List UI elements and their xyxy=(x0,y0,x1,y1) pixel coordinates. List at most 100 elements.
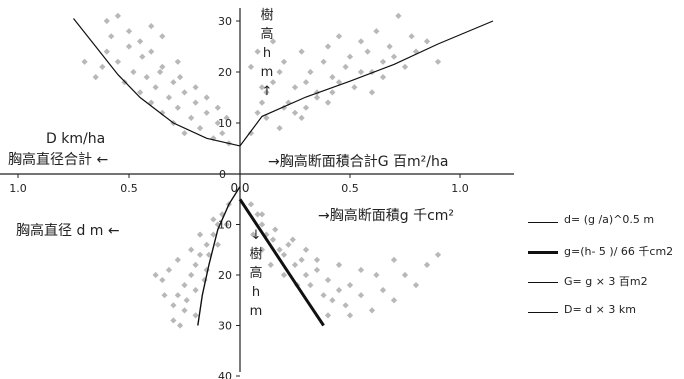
ylabel-upper-char: ↑ xyxy=(261,84,273,99)
upper-left-data-point xyxy=(219,130,226,137)
ylabel-lower-char: 高 xyxy=(249,266,263,281)
upper-right-data-point xyxy=(291,109,299,116)
legend-item: D= d × 3 km xyxy=(524,298,684,328)
ylabel-upper-char: 高 xyxy=(260,27,274,42)
xlabel-lower-right: →胸高断面積g 千cm² xyxy=(318,208,455,224)
upper-right-data-point xyxy=(379,58,387,65)
upper-right-data-point xyxy=(373,28,380,35)
lower-left-data-point xyxy=(174,292,181,299)
upper-right-data-point xyxy=(302,104,310,111)
origin-zero-label: 0 xyxy=(219,168,226,181)
legend: d= (g /a)^0.5 m g=(h- 5 )/ 66 千cm2 G= g … xyxy=(524,208,684,328)
upper-left-data-point xyxy=(148,22,155,30)
upper-right-data-point xyxy=(379,73,387,81)
xlabel-lower-left: 胸高直径 d m ← xyxy=(16,223,120,239)
lower-right-data-point xyxy=(357,292,365,299)
upper-right-data-point xyxy=(395,12,402,20)
lower-right-data-point xyxy=(258,211,266,218)
lower-left-data-point xyxy=(183,297,190,304)
ylabel-upper-char: h xyxy=(262,46,272,61)
xlabel-upper-left-line2: 胸高直径合計 ← xyxy=(8,152,109,168)
lower-right-data-point xyxy=(346,312,354,319)
upper-right-data-point xyxy=(390,53,398,60)
upper-left-data-point xyxy=(125,28,133,35)
x-tick-label-right: 1.0 xyxy=(451,182,469,195)
lower-left-data-point xyxy=(210,216,217,223)
lower-left-data-point xyxy=(152,271,159,279)
upper-right-data-point xyxy=(368,89,376,96)
legend-item: G= g × 3 百m2 xyxy=(524,268,684,298)
lower-right-data-point xyxy=(342,302,349,309)
upper-right-data-point xyxy=(329,73,336,81)
lower-right-data-point xyxy=(267,261,274,269)
lower-right-data-point xyxy=(434,251,442,258)
upper-right-data-point xyxy=(276,68,283,76)
upper-left-data-point xyxy=(136,38,144,45)
upper-right-data-point xyxy=(329,89,336,96)
origin-label: 0.0 xyxy=(230,181,249,195)
upper-right-data-point xyxy=(298,114,305,122)
upper-right-data-point xyxy=(280,58,288,65)
upper-left-data-point xyxy=(103,17,110,25)
lower-left-data-point xyxy=(174,256,181,263)
upper-left-data-point xyxy=(192,84,199,91)
lower-left-data-point xyxy=(159,276,166,284)
legend-label: g=(h- 5 )/ 66 千cm2 xyxy=(564,245,674,258)
lower-left-data-point xyxy=(196,251,204,258)
upper-left-data-point xyxy=(203,109,210,116)
upper-right-data-point xyxy=(302,79,310,86)
lower-left-data-point xyxy=(192,261,199,269)
lower-right-data-point xyxy=(302,246,310,253)
lower-right-data-point xyxy=(298,256,305,263)
lower-right-data-point xyxy=(313,266,321,274)
legend-label: G= g × 3 百m2 xyxy=(564,275,648,288)
lower-right-data-point xyxy=(285,241,292,248)
upper-right-data-point xyxy=(313,94,321,101)
lower-left-data-point xyxy=(170,302,177,309)
upper-right-data-point xyxy=(386,43,393,50)
ylabel-lower-char: 樹 xyxy=(249,247,263,262)
upper-right-data-point xyxy=(276,124,283,132)
ylabel-upper-char: m xyxy=(260,65,274,80)
lower-right-data-point xyxy=(373,271,380,279)
ylabel-lower-char: m xyxy=(249,304,263,319)
lower-right-data-point xyxy=(379,287,387,294)
ylabel-lower-right: ↓ 樹 高 h m xyxy=(248,226,264,321)
lower-right-data-point xyxy=(320,292,327,299)
upper-right-data-point xyxy=(254,109,261,116)
lower-right-data-point xyxy=(280,271,288,279)
upper-right-data-point xyxy=(408,33,415,40)
upper-left-data-point xyxy=(203,94,210,101)
lower-left-data-point xyxy=(214,241,221,248)
lower-right-data-point xyxy=(289,236,296,243)
upper-right-data-point xyxy=(364,48,371,55)
x-tick-label-left: 1.0 xyxy=(9,182,27,195)
upper-left-data-point xyxy=(174,58,181,65)
lower-right-data-point xyxy=(401,271,409,279)
legend-label: D= d × 3 km xyxy=(564,303,636,316)
lower-left-data-point xyxy=(192,312,199,319)
lower-right-data-point xyxy=(324,312,332,319)
legend-swatch xyxy=(528,251,558,254)
upper-left-data-point xyxy=(181,89,188,96)
lower-right-data-point xyxy=(276,246,283,253)
lower-right-data-point xyxy=(313,256,321,263)
lower-left-data-point xyxy=(181,281,188,289)
ylabel-upper-right: 樹 高 h m ↑ xyxy=(259,6,275,101)
upper-left-data-point xyxy=(148,48,155,55)
upper-right-data-point xyxy=(357,68,365,76)
x-tick-label-right: 0.5 xyxy=(341,182,359,195)
upper-left-data-point xyxy=(214,119,221,127)
lower-right-data-point xyxy=(357,266,365,274)
lower-left-data-point xyxy=(188,246,195,253)
upper-right-data-point xyxy=(401,63,409,71)
upper-right-data-point xyxy=(247,63,255,71)
upper-left-data-point xyxy=(114,58,122,65)
upper-left-data-point xyxy=(176,73,184,81)
upper-left-data-point xyxy=(159,109,166,116)
lower-right-data-point xyxy=(307,281,314,289)
lower-left-data-point xyxy=(188,271,195,279)
upper-left-data-point xyxy=(214,104,221,111)
